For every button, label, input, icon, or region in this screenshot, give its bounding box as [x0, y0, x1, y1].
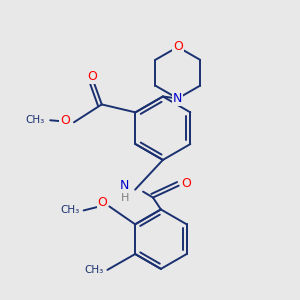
Text: N: N [173, 92, 182, 105]
Text: N: N [120, 179, 129, 192]
Text: CH₃: CH₃ [60, 206, 80, 215]
Text: O: O [60, 114, 70, 127]
Text: CH₃: CH₃ [84, 265, 104, 275]
Text: O: O [173, 40, 183, 53]
Text: H: H [121, 193, 129, 202]
Text: O: O [87, 70, 97, 83]
Text: CH₃: CH₃ [25, 115, 44, 125]
Text: O: O [182, 177, 192, 190]
Text: O: O [98, 196, 107, 209]
